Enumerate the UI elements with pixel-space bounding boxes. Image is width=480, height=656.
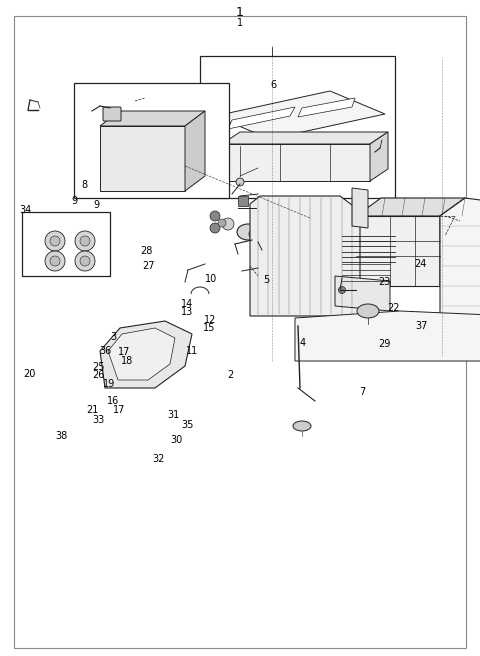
Circle shape [80,236,90,246]
Polygon shape [108,328,175,380]
Polygon shape [440,198,480,316]
Text: 7: 7 [359,387,366,398]
Text: 32: 32 [152,454,165,464]
Circle shape [222,218,234,230]
Text: 4: 4 [300,338,305,348]
Text: 24: 24 [414,258,426,269]
Circle shape [218,219,226,227]
Text: 35: 35 [181,420,193,430]
Text: 36: 36 [99,346,112,356]
Polygon shape [295,311,480,361]
Polygon shape [440,198,465,286]
Text: 21: 21 [86,405,98,415]
Polygon shape [335,276,390,311]
Text: 15: 15 [203,323,215,333]
Polygon shape [298,98,355,117]
Text: 25: 25 [92,362,105,373]
Text: 2: 2 [227,370,234,380]
Circle shape [75,251,95,271]
Polygon shape [100,126,185,191]
Polygon shape [356,198,465,216]
Text: 22: 22 [387,303,400,314]
Polygon shape [100,321,192,388]
Ellipse shape [237,224,259,240]
Bar [238,196,248,206]
Bar [200,56,395,198]
Text: 18: 18 [120,356,133,366]
Text: 5: 5 [263,275,270,285]
Text: 6: 6 [271,80,276,91]
Circle shape [236,178,244,186]
Text: 8: 8 [81,180,87,190]
Circle shape [210,223,220,233]
Polygon shape [185,111,205,191]
Polygon shape [222,144,370,181]
Circle shape [80,256,90,266]
Polygon shape [222,132,388,144]
Polygon shape [370,132,388,181]
Polygon shape [215,91,385,139]
Circle shape [45,231,65,251]
Text: 19: 19 [103,379,116,390]
Text: 28: 28 [140,246,153,256]
Text: 11: 11 [186,346,198,356]
Ellipse shape [357,304,379,318]
Polygon shape [250,196,360,316]
Text: 33: 33 [92,415,105,425]
Text: 31: 31 [168,410,180,420]
Ellipse shape [293,421,311,431]
Text: 13: 13 [181,307,193,318]
Text: 3: 3 [111,331,117,342]
Circle shape [45,251,65,271]
Circle shape [210,211,220,221]
Text: 9: 9 [93,199,99,210]
Text: 27: 27 [143,260,155,271]
Circle shape [75,231,95,251]
Circle shape [50,236,60,246]
Text: 29: 29 [378,339,390,350]
Text: 14: 14 [181,299,193,310]
Polygon shape [100,111,205,126]
Text: 1: 1 [236,5,244,18]
Text: 38: 38 [55,431,68,441]
Polygon shape [356,216,440,286]
Text: 26: 26 [92,370,105,380]
Text: 23: 23 [378,277,390,287]
Circle shape [50,256,60,266]
Text: 17: 17 [113,405,125,415]
Polygon shape [352,188,368,228]
FancyBboxPatch shape [103,107,121,121]
Text: 37: 37 [415,321,428,331]
Circle shape [338,287,346,293]
Text: 10: 10 [205,274,217,284]
Bar [74,83,229,198]
Text: 20: 20 [24,369,36,379]
Text: 34: 34 [19,205,31,215]
Text: 12: 12 [204,315,216,325]
Polygon shape [228,107,295,129]
Text: 30: 30 [170,434,183,445]
Text: 16: 16 [107,396,119,407]
Text: 17: 17 [118,347,130,358]
Text: 9: 9 [72,196,77,207]
Bar [22,212,110,276]
Ellipse shape [249,228,267,241]
Text: 1: 1 [237,18,243,28]
